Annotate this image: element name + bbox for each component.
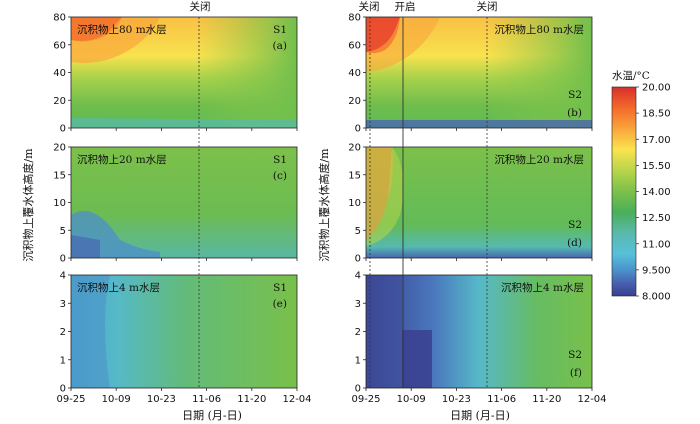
colorbar-tick-label: 20.00 — [642, 83, 671, 94]
panel-d-fill — [366, 147, 592, 258]
panel-e: 0 1 2 3 4 09-25 10-09 10-23 11-06 11-20 12-04 沉积物上4… — [56, 271, 311, 406]
y-tick-label: 1 — [355, 355, 361, 366]
colorbar-tick-label: 11.00 — [642, 239, 671, 250]
x-tick-label: 10-09 — [102, 394, 131, 405]
y-tick-label: 0 — [355, 254, 361, 265]
y-tick-label: 0 — [60, 384, 66, 395]
x-tick-label: 12-04 — [282, 394, 311, 405]
y-tick-label: 5 — [60, 226, 66, 237]
y-tick-label: 80 — [348, 13, 361, 24]
y-tick-label: 20 — [53, 96, 66, 107]
y-tick-label: 10 — [53, 198, 66, 209]
panel-letter: (d) — [567, 237, 582, 249]
y-tick-label: 0 — [355, 124, 361, 135]
colorbar-tick-label: 12.50 — [642, 213, 671, 224]
station-label: S2 — [568, 89, 582, 101]
y-tick-label: 3 — [355, 299, 361, 310]
colorbar-title: 水温/°C — [612, 70, 650, 82]
colorbar: 水温/°C 20.00 18.50 17.00 15.50 14.00 12.50 11.0… — [611, 70, 671, 303]
panel-e-fill — [71, 275, 297, 388]
annotation-open-right: 开启 — [395, 0, 416, 13]
station-label: S1 — [273, 282, 287, 294]
y-tick-label: 2 — [355, 327, 361, 338]
panel-letter: (b) — [567, 107, 582, 119]
layer-label: 沉积物上4 m水层 — [77, 281, 160, 294]
x-tick-label: 12-04 — [577, 394, 606, 405]
panel-letter: (e) — [273, 298, 287, 310]
layer-label: 沉积物上20 m水层 — [77, 153, 167, 166]
y-tick-label: 0 — [60, 254, 66, 265]
panel-a-fill — [71, 17, 297, 128]
y-tick-label: 20 — [348, 143, 361, 154]
x-tick-label: 10-23 — [147, 394, 176, 405]
colorbar-tick-label: 14.00 — [642, 187, 671, 198]
y-tick-label: 15 — [348, 170, 361, 181]
y-tick-label: 3 — [60, 299, 66, 310]
x-tick-label: 10-09 — [397, 394, 426, 405]
x-tick-label: 11-06 — [487, 394, 516, 405]
y-tick-label: 1 — [60, 355, 66, 366]
x-tick-label: 09-25 — [351, 394, 380, 405]
layer-label: 沉积物上4 m水层 — [501, 281, 584, 294]
panel-f-fill — [366, 275, 592, 388]
annotation-close-left: 关闭 — [190, 0, 211, 13]
panel-letter: (a) — [273, 40, 287, 52]
y-tick-label: 10 — [348, 198, 361, 209]
y-tick-label: 20 — [348, 96, 361, 107]
station-label: S1 — [273, 154, 287, 166]
y-tick-label: 15 — [53, 170, 66, 181]
y-tick-label: 60 — [348, 40, 361, 51]
panel-b-fill — [366, 17, 592, 128]
x-tick-label: 10-23 — [442, 394, 471, 405]
y-title-left: 沉积物上覆水体高度/m — [21, 148, 35, 262]
layer-label: 沉积物上20 m水层 — [494, 153, 584, 166]
panel-f: 0 1 2 3 4 09-25 10-09 10-23 11-06 11-20 12-04 沉积物上4… — [351, 271, 606, 406]
y-tick-label: 2 — [60, 327, 66, 338]
annotation-close-right-2: 关闭 — [477, 0, 498, 13]
panel-b: 0 20 40 60 80 沉积物上80 m水层 S2 (b) — [348, 13, 593, 135]
colorbar-tick-label: 9.500 — [642, 265, 671, 276]
panel-d: 0 5 10 15 20 沉积物上20 m水层 S2 (d) — [348, 143, 593, 265]
y-tick-label: 80 — [53, 13, 66, 24]
colorbar-tick-label: 15.50 — [642, 161, 671, 172]
x-tick-label: 09-25 — [56, 394, 85, 405]
x-tick-label: 11-20 — [532, 394, 561, 405]
y-tick-label: 0 — [355, 384, 361, 395]
colorbar-bar — [611, 86, 637, 297]
x-title-left: 日期 (月-日) — [182, 409, 242, 422]
y-tick-label: 40 — [53, 68, 66, 79]
y-tick-label: 0 — [60, 124, 66, 135]
y-tick-label: 5 — [355, 226, 361, 237]
y-tick-label: 4 — [60, 271, 66, 282]
station-label: S1 — [273, 24, 287, 36]
station-label: S2 — [568, 349, 582, 361]
y-tick-label: 60 — [53, 40, 66, 51]
layer-label: 沉积物上80 m水层 — [77, 23, 167, 36]
panel-c: 0 5 10 15 20 沉积物上20 m水层 S1 (c) — [53, 143, 298, 265]
panel-c-fill — [71, 147, 297, 258]
layer-label: 沉积物上80 m水层 — [494, 23, 584, 36]
panel-a: 0 20 40 60 80 沉积物上80 m水层 S1 (a) — [53, 13, 298, 135]
annotation-close-right-1: 关闭 — [359, 0, 380, 13]
panel-letter: (c) — [273, 170, 287, 182]
y-tick-label: 20 — [53, 143, 66, 154]
colorbar-tick-label: 17.00 — [642, 135, 671, 146]
y-title-right: 沉积物上覆水体高度/m — [317, 148, 331, 262]
colorbar-tick-label: 8.000 — [642, 292, 671, 303]
x-tick-label: 11-20 — [237, 394, 266, 405]
y-tick-label: 4 — [355, 271, 361, 282]
y-tick-label: 40 — [348, 68, 361, 79]
colorbar-tick-label: 18.50 — [642, 109, 671, 120]
x-tick-label: 11-06 — [192, 394, 221, 405]
x-title-right: 日期 (月-日) — [450, 409, 510, 422]
station-label: S2 — [568, 219, 582, 231]
panel-letter: (f) — [570, 367, 582, 379]
